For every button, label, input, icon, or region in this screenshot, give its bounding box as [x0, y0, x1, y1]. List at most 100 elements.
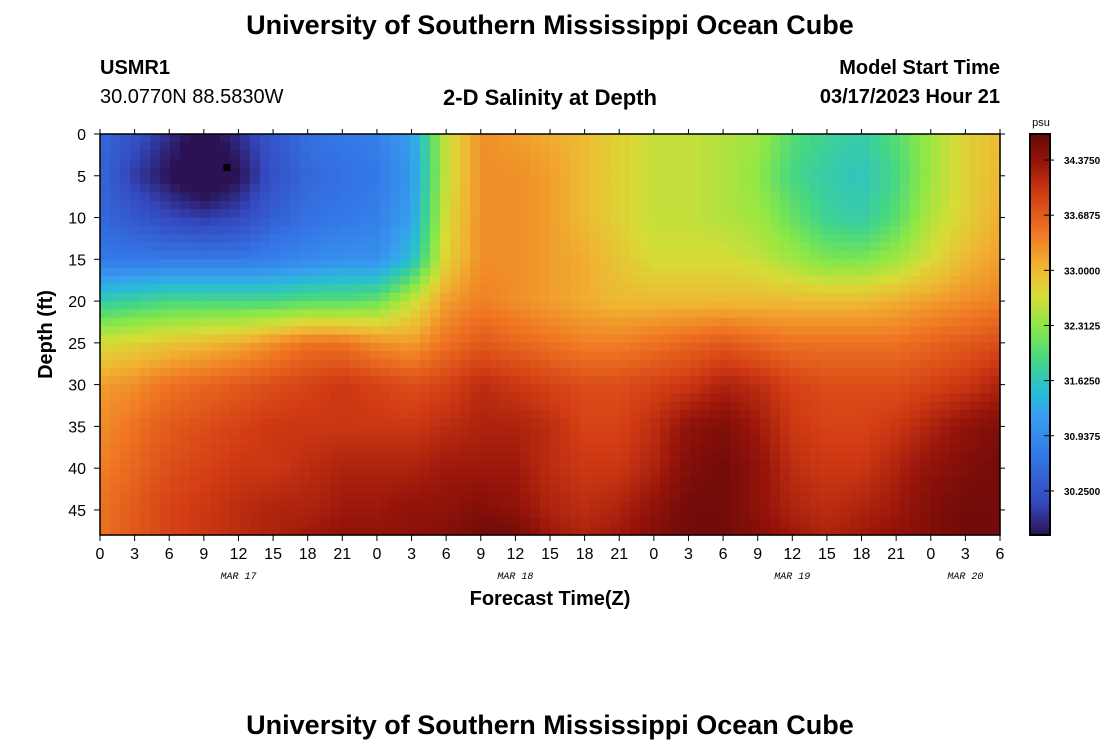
heatmap-cell	[110, 175, 121, 185]
heatmap-cell	[510, 200, 521, 210]
heatmap-cell	[960, 493, 971, 503]
heatmap-cell	[770, 317, 781, 327]
heatmap-cell	[160, 518, 171, 528]
heatmap-cell	[360, 267, 371, 277]
heatmap-cell	[370, 142, 381, 152]
heatmap-cell	[200, 142, 211, 152]
heatmap-cell	[620, 259, 631, 269]
heatmap-cell	[240, 150, 251, 160]
heatmap-cell	[380, 326, 391, 336]
heatmap-cell	[540, 509, 551, 519]
heatmap-cell	[920, 292, 931, 302]
heatmap-cell	[420, 359, 431, 369]
heatmap-cell	[980, 184, 991, 194]
heatmap-cell	[790, 484, 801, 494]
heatmap-cell	[120, 159, 131, 169]
heatmap-cell	[580, 342, 591, 352]
heatmap-cell	[840, 426, 851, 436]
heatmap-cell	[430, 250, 441, 260]
heatmap-cell	[430, 225, 441, 235]
heatmap-cell	[690, 342, 701, 352]
heatmap-cell	[480, 184, 491, 194]
heatmap-cell	[610, 217, 621, 227]
heatmap-cell	[260, 334, 271, 344]
heatmap-cell	[380, 301, 391, 311]
heatmap-cell	[460, 200, 471, 210]
heatmap-cell	[290, 250, 301, 260]
heatmap-cell	[400, 392, 411, 402]
heatmap-cell	[830, 334, 841, 344]
heatmap-cell	[620, 334, 631, 344]
heatmap-cell	[170, 259, 181, 269]
heatmap-cell	[430, 367, 441, 377]
heatmap-cell	[210, 484, 221, 494]
heatmap-cell	[460, 484, 471, 494]
heatmap-cell	[860, 326, 871, 336]
heatmap-cell	[200, 284, 211, 294]
heatmap-cell	[930, 292, 941, 302]
heatmap-cell	[690, 476, 701, 486]
heatmap-cell	[670, 334, 681, 344]
heatmap-cell	[200, 359, 211, 369]
heatmap-cell	[360, 367, 371, 377]
heatmap-cell	[550, 384, 561, 394]
heatmap-cell	[970, 351, 981, 361]
heatmap-cell	[840, 175, 851, 185]
x-tick-label: 0	[372, 546, 381, 563]
heatmap-cell	[320, 159, 331, 169]
heatmap-cell	[320, 184, 331, 194]
heatmap-cell	[790, 451, 801, 461]
heatmap-cell	[560, 451, 571, 461]
heatmap-cell	[840, 451, 851, 461]
heatmap-cell	[500, 284, 511, 294]
heatmap-cell	[200, 134, 211, 143]
heatmap-cell	[190, 493, 201, 503]
heatmap-cell	[350, 334, 361, 344]
heatmap-cell	[710, 200, 721, 210]
heatmap-cell	[330, 175, 341, 185]
heatmap-cell	[120, 134, 131, 143]
heatmap-cell	[920, 142, 931, 152]
heatmap-cell	[870, 259, 881, 269]
heatmap-cell	[430, 150, 441, 160]
heatmap-cell	[510, 334, 521, 344]
heatmap-cell	[730, 292, 741, 302]
heatmap-cell	[320, 259, 331, 269]
heatmap-cell	[180, 292, 191, 302]
heatmap-cell	[480, 384, 491, 394]
heatmap-cell	[490, 200, 501, 210]
heatmap-cell	[410, 342, 421, 352]
heatmap-cell	[150, 451, 161, 461]
heatmap-cell	[710, 225, 721, 235]
heatmap-cell	[690, 426, 701, 436]
heatmap-cell	[910, 493, 921, 503]
heatmap-cell	[630, 401, 641, 411]
heatmap-cell	[890, 159, 901, 169]
heatmap-cell	[460, 175, 471, 185]
heatmap-cell	[160, 259, 171, 269]
heatmap-cell	[500, 342, 511, 352]
heatmap-cell	[940, 267, 951, 277]
heatmap-cell	[660, 184, 671, 194]
heatmap-cell	[460, 217, 471, 227]
heatmap-cell	[300, 317, 311, 327]
heatmap-cell	[340, 250, 351, 260]
heatmap-cell	[420, 526, 431, 536]
heatmap-cell	[670, 509, 681, 519]
heatmap-cell	[700, 384, 711, 394]
heatmap-cell	[120, 493, 131, 503]
heatmap-cell	[890, 250, 901, 260]
heatmap-cell	[750, 476, 761, 486]
heatmap-cell	[280, 184, 291, 194]
heatmap-cell	[870, 301, 881, 311]
heatmap-cell	[140, 167, 151, 177]
heatmap-cell	[760, 142, 771, 152]
heatmap-cell	[850, 434, 861, 444]
heatmap-cell	[210, 250, 221, 260]
heatmap-cell	[860, 317, 871, 327]
heatmap-cell	[200, 259, 211, 269]
heatmap-cell	[410, 443, 421, 453]
heatmap-cell	[930, 184, 941, 194]
heatmap-cell	[360, 476, 371, 486]
heatmap-cell	[950, 167, 961, 177]
